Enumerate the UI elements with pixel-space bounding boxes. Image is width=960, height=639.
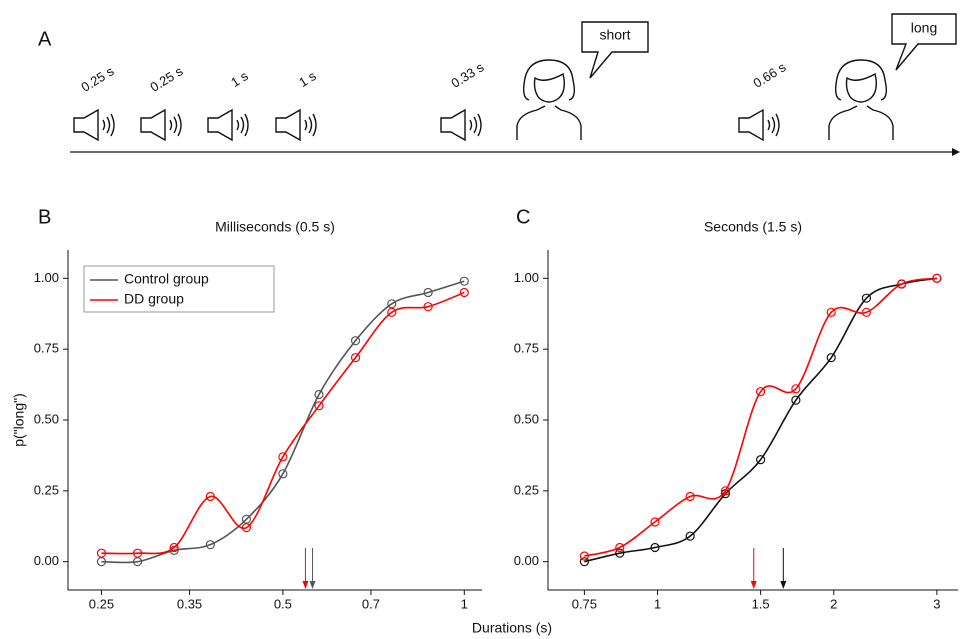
data-point xyxy=(791,384,801,394)
x-tick-label: 1 xyxy=(461,596,468,611)
panel-label: C xyxy=(516,206,530,228)
curve xyxy=(101,291,465,555)
data-point xyxy=(459,276,469,286)
panel-label: B xyxy=(38,206,51,228)
data-point xyxy=(579,551,589,561)
y-tick-label: 1.00 xyxy=(514,270,539,285)
data-point xyxy=(756,455,766,465)
chart-title: Milliseconds (0.5 s) xyxy=(215,219,335,235)
pse-arrowhead xyxy=(302,581,309,589)
y-axis-label: p("long") xyxy=(11,393,27,447)
stimulus-label: 1 s xyxy=(228,68,251,90)
pse-arrowhead xyxy=(780,581,787,589)
y-tick-label: 0.75 xyxy=(34,341,59,356)
y-tick-label: 0.75 xyxy=(514,341,539,356)
y-tick-label: 0.50 xyxy=(34,411,59,426)
x-tick-label: 0.7 xyxy=(362,596,380,611)
y-tick-label: 0.50 xyxy=(514,411,539,426)
pse-arrowhead xyxy=(309,581,316,589)
data-point xyxy=(241,523,252,533)
y-tick-label: 0.25 xyxy=(514,482,539,497)
response-label: short xyxy=(599,27,630,43)
data-point xyxy=(615,548,625,558)
data-point xyxy=(932,273,942,283)
timeline xyxy=(70,13,960,156)
data-point xyxy=(459,287,469,298)
data-point xyxy=(650,517,660,527)
data-point xyxy=(350,353,361,363)
panel-label: A xyxy=(38,28,52,50)
data-point xyxy=(350,336,361,346)
data-point xyxy=(278,469,288,479)
x-tick-label: 1.5 xyxy=(752,596,770,611)
pse-arrowhead xyxy=(750,581,757,589)
x-tick-label: 0.5 xyxy=(274,596,292,611)
response-label: long xyxy=(911,20,937,36)
data-point xyxy=(387,307,397,317)
data-point xyxy=(685,491,695,502)
x-axis-label: Durations (s) xyxy=(472,620,552,636)
data-point xyxy=(205,491,215,502)
data-point xyxy=(756,387,766,397)
data-point xyxy=(615,542,625,553)
x-tick-label: 1 xyxy=(654,596,661,611)
data-point xyxy=(861,307,872,317)
chart-title: Seconds (1.5 s) xyxy=(704,219,802,235)
data-point xyxy=(423,302,433,312)
data-point xyxy=(897,279,907,289)
stimulus-label: 0.25 s xyxy=(147,63,185,95)
data-point xyxy=(579,557,589,567)
stimulus-label: 0.25 s xyxy=(78,63,116,95)
data-point xyxy=(423,287,433,298)
x-tick-label: 0.35 xyxy=(177,596,202,611)
data-point xyxy=(96,548,107,558)
legend-label: Control group xyxy=(124,271,209,287)
data-point xyxy=(169,542,179,553)
data-point xyxy=(791,395,801,405)
data-point xyxy=(314,401,324,411)
curve xyxy=(584,277,937,563)
legend-label: DD group xyxy=(124,291,184,307)
data-point xyxy=(132,548,143,558)
legend-box xyxy=(83,265,275,313)
x-tick-label: 2 xyxy=(830,596,837,611)
data-point xyxy=(278,452,288,462)
stimulus-label: 0.33 s xyxy=(448,59,486,91)
data-point xyxy=(826,307,836,317)
data-point xyxy=(650,542,660,553)
data-point xyxy=(205,540,215,550)
data-point xyxy=(720,486,731,496)
data-point xyxy=(685,531,695,541)
y-tick-label: 0.00 xyxy=(34,553,59,568)
y-tick-label: 0.25 xyxy=(34,482,59,497)
data-point xyxy=(861,293,872,303)
data-point xyxy=(314,389,324,400)
stimulus-label: 0.66 s xyxy=(750,59,788,91)
x-tick-label: 0.75 xyxy=(572,596,597,611)
data-point xyxy=(826,353,836,363)
curve xyxy=(101,280,465,564)
x-tick-label: 0.25 xyxy=(89,596,114,611)
y-tick-label: 0.00 xyxy=(514,553,539,568)
curve xyxy=(584,277,937,557)
y-tick-label: 1.00 xyxy=(34,270,59,285)
stimulus-label: 1 s xyxy=(296,68,319,90)
x-tick-label: 3 xyxy=(933,596,940,611)
